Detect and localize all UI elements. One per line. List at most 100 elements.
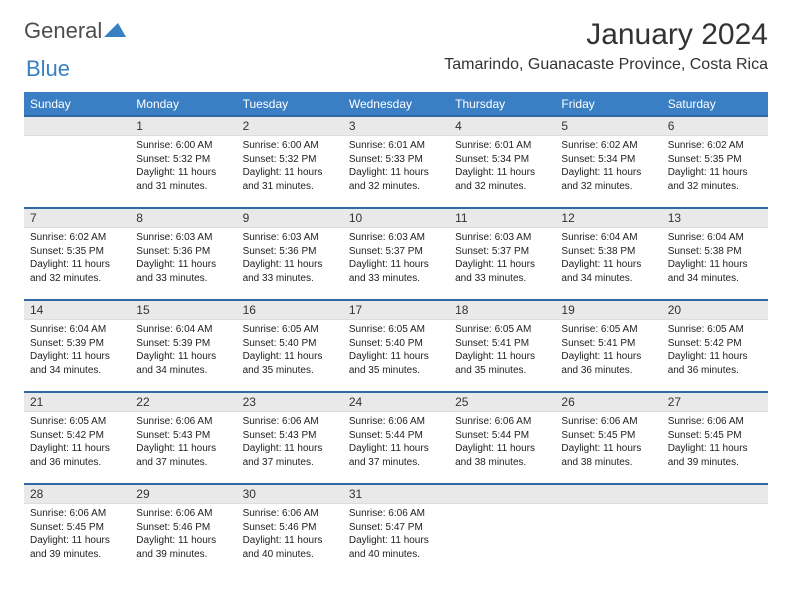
sunset-line: Sunset: 5:39 PM	[136, 338, 210, 349]
sunset-line: Sunset: 5:37 PM	[349, 246, 423, 257]
calendar-empty-cell	[555, 484, 661, 576]
calendar-day-cell: 3Sunrise: 6:01 AMSunset: 5:33 PMDaylight…	[343, 116, 449, 208]
day-details	[24, 136, 130, 196]
daylight-line: Daylight: 11 hours and 33 minutes.	[136, 259, 216, 284]
day-details: Sunrise: 6:05 AMSunset: 5:40 PMDaylight:…	[343, 320, 449, 379]
sunset-line: Sunset: 5:41 PM	[455, 338, 529, 349]
daylight-line: Daylight: 11 hours and 37 minutes.	[136, 443, 216, 468]
sunset-line: Sunset: 5:46 PM	[243, 522, 317, 533]
day-number	[449, 485, 555, 504]
daylight-line: Daylight: 11 hours and 31 minutes.	[136, 167, 216, 192]
sunrise-line: Sunrise: 6:05 AM	[349, 324, 425, 335]
day-details: Sunrise: 6:06 AMSunset: 5:47 PMDaylight:…	[343, 504, 449, 563]
daylight-line: Daylight: 11 hours and 34 minutes.	[136, 351, 216, 376]
day-details	[662, 504, 768, 564]
sunrise-line: Sunrise: 6:03 AM	[243, 232, 319, 243]
day-number	[24, 117, 130, 136]
calendar-day-cell: 16Sunrise: 6:05 AMSunset: 5:40 PMDayligh…	[237, 300, 343, 392]
calendar-empty-cell	[662, 484, 768, 576]
day-number: 28	[24, 485, 130, 504]
calendar-day-cell: 20Sunrise: 6:05 AMSunset: 5:42 PMDayligh…	[662, 300, 768, 392]
day-number: 10	[343, 209, 449, 228]
sunrise-line: Sunrise: 6:05 AM	[30, 416, 106, 427]
daylight-line: Daylight: 11 hours and 36 minutes.	[30, 443, 110, 468]
calendar-day-cell: 28Sunrise: 6:06 AMSunset: 5:45 PMDayligh…	[24, 484, 130, 576]
daylight-line: Daylight: 11 hours and 39 minutes.	[30, 535, 110, 560]
day-details: Sunrise: 6:00 AMSunset: 5:32 PMDaylight:…	[237, 136, 343, 195]
calendar-day-cell: 18Sunrise: 6:05 AMSunset: 5:41 PMDayligh…	[449, 300, 555, 392]
logo: General	[24, 18, 126, 44]
sunrise-line: Sunrise: 6:01 AM	[455, 140, 531, 151]
day-number: 17	[343, 301, 449, 320]
day-details: Sunrise: 6:05 AM Sunset: 5:42 PM Daylight:…	[24, 412, 130, 471]
weekday-header: Saturday	[662, 93, 768, 117]
calendar-day-cell: 4Sunrise: 6:01 AMSunset: 5:34 PMDaylight…	[449, 116, 555, 208]
sunset-line: Sunset: 5:43 PM	[136, 430, 210, 441]
calendar-day-cell: 11Sunrise: 6:03 AMSunset: 5:37 PMDayligh…	[449, 208, 555, 300]
day-details: Sunrise: 6:06 AMSunset: 5:43 PMDaylight:…	[237, 412, 343, 471]
sunset-line: Sunset: 5:32 PM	[136, 154, 210, 165]
weekday-header: Thursday	[449, 93, 555, 117]
calendar-day-cell: 24Sunrise: 6:06 AMSunset: 5:44 PMDayligh…	[343, 392, 449, 484]
calendar-day-cell: 25Sunrise: 6:06 AMSunset: 5:44 PMDayligh…	[449, 392, 555, 484]
daylight-line: Daylight: 11 hours and 34 minutes.	[561, 259, 641, 284]
sunrise-line: Sunrise: 6:04 AM	[30, 324, 106, 335]
day-details: Sunrise: 6:04 AMSunset: 5:38 PMDaylight:…	[555, 228, 661, 287]
sunrise-line: Sunrise: 6:06 AM	[243, 416, 319, 427]
sunset-line: Sunset: 5:42 PM	[30, 430, 104, 441]
day-number	[555, 485, 661, 504]
sunrise-line: Sunrise: 6:05 AM	[455, 324, 531, 335]
day-number: 31	[343, 485, 449, 504]
day-number: 25	[449, 393, 555, 412]
sunrise-line: Sunrise: 6:01 AM	[349, 140, 425, 151]
day-number: 24	[343, 393, 449, 412]
daylight-line: Daylight: 11 hours and 33 minutes.	[243, 259, 323, 284]
day-details: Sunrise: 6:06 AMSunset: 5:44 PMDaylight:…	[343, 412, 449, 471]
sunset-line: Sunset: 5:34 PM	[455, 154, 529, 165]
calendar-empty-cell	[449, 484, 555, 576]
sunset-line: Sunset: 5:35 PM	[668, 154, 742, 165]
day-details	[555, 504, 661, 564]
calendar-day-cell: 26Sunrise: 6:06 AMSunset: 5:45 PMDayligh…	[555, 392, 661, 484]
sunrise-line: Sunrise: 6:05 AM	[243, 324, 319, 335]
day-number: 21	[24, 393, 130, 412]
sunset-line: Sunset: 5:40 PM	[243, 338, 317, 349]
daylight-line: Daylight: 11 hours and 34 minutes.	[30, 351, 110, 376]
day-number: 6	[662, 117, 768, 136]
day-number: 9	[237, 209, 343, 228]
day-number: 19	[555, 301, 661, 320]
sunrise-line: Sunrise: 6:06 AM	[136, 416, 212, 427]
daylight-line: Daylight: 11 hours and 35 minutes.	[455, 351, 535, 376]
sunrise-line: Sunrise: 6:06 AM	[349, 508, 425, 519]
day-details: Sunrise: 6:06 AMSunset: 5:46 PMDaylight:…	[130, 504, 236, 563]
day-number: 2	[237, 117, 343, 136]
sunrise-line: Sunrise: 6:06 AM	[30, 508, 106, 519]
day-number: 3	[343, 117, 449, 136]
calendar-day-cell: 22Sunrise: 6:06 AMSunset: 5:43 PMDayligh…	[130, 392, 236, 484]
sunrise-line: Sunrise: 6:03 AM	[136, 232, 212, 243]
daylight-line: Daylight: 11 hours and 34 minutes.	[668, 259, 748, 284]
day-number: 11	[449, 209, 555, 228]
sunrise-line: Sunrise: 6:06 AM	[349, 416, 425, 427]
day-details: Sunrise: 6:05 AM Sunset: 5:41 PM Daylight:…	[449, 320, 555, 379]
day-number: 4	[449, 117, 555, 136]
sunrise-line: Sunrise: 6:04 AM	[668, 232, 744, 243]
calendar-day-cell: 15Sunrise: 6:04 AMSunset: 5:39 PMDayligh…	[130, 300, 236, 392]
daylight-line: Daylight: 11 hours and 32 minutes.	[30, 259, 110, 284]
sunset-line: Sunset: 5:45 PM	[561, 430, 635, 441]
day-details: Sunrise: 6:05 AMSunset: 5:41 PMDaylight:…	[555, 320, 661, 379]
day-number: 30	[237, 485, 343, 504]
sunrise-line: Sunrise: 6:05 AM	[561, 324, 637, 335]
calendar-day-cell: 7Sunrise: 6:02 AMSunset: 5:35 PMDaylight…	[24, 208, 130, 300]
sunset-line: Sunset: 5:39 PM	[30, 338, 104, 349]
sunrise-line: Sunrise: 6:00 AM	[136, 140, 212, 151]
sunrise-line: Sunrise: 6:03 AM	[349, 232, 425, 243]
day-details: Sunrise: 6:04 AMSunset: 5:38 PMDaylight:…	[662, 228, 768, 287]
daylight-line: Daylight: 11 hours and 37 minutes.	[349, 443, 429, 468]
calendar-day-cell: 8Sunrise: 6:03 AMSunset: 5:36 PMDaylight…	[130, 208, 236, 300]
calendar-day-cell: 29Sunrise: 6:06 AMSunset: 5:46 PMDayligh…	[130, 484, 236, 576]
day-number: 8	[130, 209, 236, 228]
day-details: Sunrise: 6:01 AMSunset: 5:34 PMDaylight:…	[449, 136, 555, 195]
daylight-line: Daylight: 11 hours and 32 minutes.	[668, 167, 748, 192]
sunrise-line: Sunrise: 6:00 AM	[243, 140, 319, 151]
